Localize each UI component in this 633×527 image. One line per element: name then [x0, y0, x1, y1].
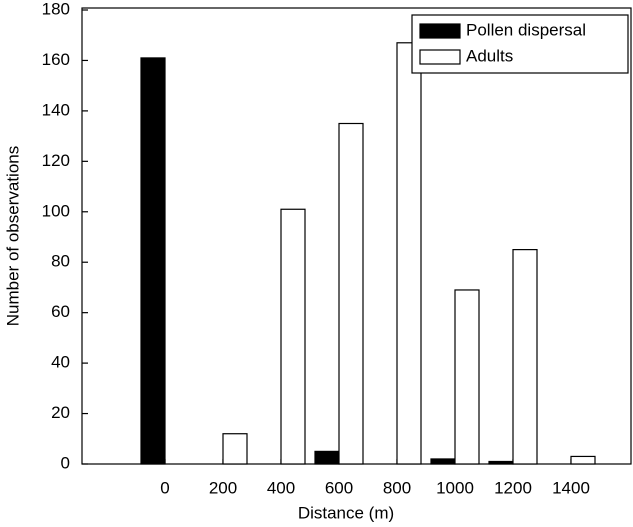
bar: [454, 289, 480, 465]
bar: [570, 455, 596, 465]
y-tick-label: 160: [42, 50, 70, 69]
x-tick-label: 400: [267, 478, 295, 497]
x-axis-label: Distance (m): [298, 503, 394, 522]
bar: [314, 450, 340, 465]
bar: [140, 57, 166, 465]
x-tick-label: 800: [383, 478, 411, 497]
bar: [488, 460, 514, 465]
y-tick-label: 40: [51, 353, 70, 372]
y-tick-label: 100: [42, 201, 70, 220]
x-tick-label: 1200: [494, 478, 532, 497]
y-axis-label: Number of observations: [3, 146, 22, 326]
bar: [396, 42, 422, 465]
bar: [430, 458, 456, 465]
bar: [338, 122, 364, 465]
y-tick-label: 20: [51, 403, 70, 422]
bar: [280, 208, 306, 465]
y-tick-label: 80: [51, 252, 70, 271]
x-tick-label: 0: [160, 478, 169, 497]
legend-swatch: [419, 23, 461, 39]
x-tick-label: 1400: [552, 478, 590, 497]
x-tick-label: 200: [209, 478, 237, 497]
bar: [512, 249, 538, 465]
x-tick-label: 600: [325, 478, 353, 497]
legend-label: Pollen dispersal: [466, 20, 586, 39]
legend-swatch: [419, 49, 461, 65]
y-tick-label: 120: [42, 151, 70, 170]
y-tick-label: 140: [42, 100, 70, 119]
legend-label: Adults: [466, 46, 513, 65]
y-tick-label: 0: [61, 453, 70, 472]
y-tick-label: 60: [51, 302, 70, 321]
y-tick-label: 180: [42, 0, 70, 18]
bar: [222, 433, 248, 465]
x-tick-label: 1000: [436, 478, 474, 497]
